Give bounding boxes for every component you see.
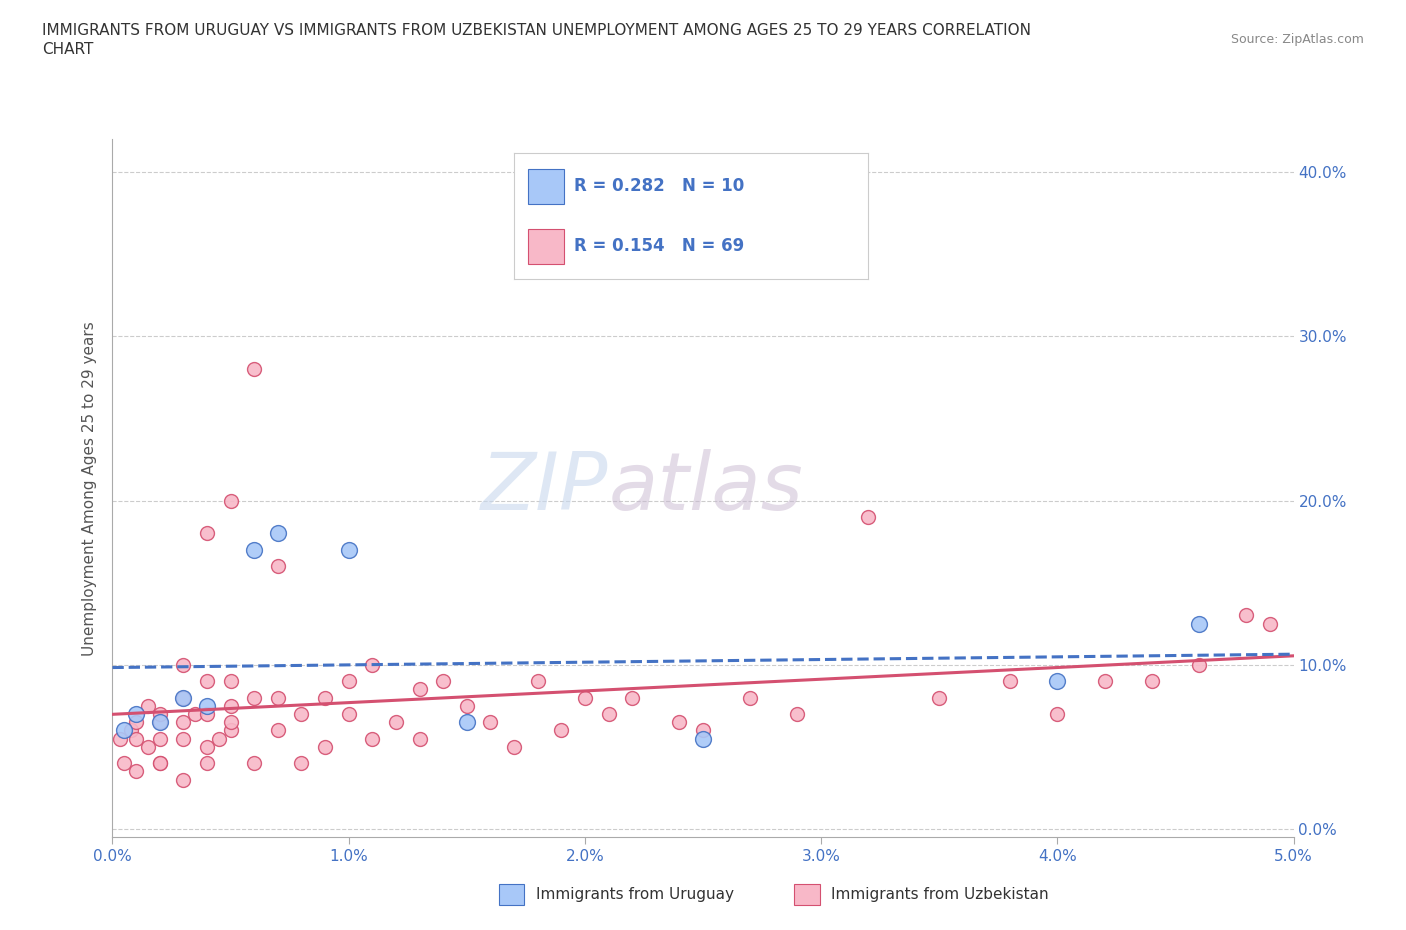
Y-axis label: Unemployment Among Ages 25 to 29 years: Unemployment Among Ages 25 to 29 years <box>82 321 97 656</box>
Point <box>479 714 502 729</box>
Point <box>526 673 548 688</box>
Point <box>998 673 1021 688</box>
Point <box>692 731 714 746</box>
Point <box>149 731 172 746</box>
Point <box>928 690 950 705</box>
Point <box>267 526 290 541</box>
Text: CHART: CHART <box>42 42 94 57</box>
Point <box>385 714 408 729</box>
Point <box>149 756 172 771</box>
Point <box>195 673 218 688</box>
Point <box>219 698 242 713</box>
Point <box>208 731 231 746</box>
Point <box>149 714 172 729</box>
Point <box>1094 673 1116 688</box>
Point <box>668 714 690 729</box>
Point <box>503 739 526 754</box>
Point <box>172 690 194 705</box>
Point <box>337 707 360 722</box>
Point <box>172 690 194 705</box>
Point <box>112 723 135 737</box>
Point <box>1140 673 1163 688</box>
Point <box>243 756 266 771</box>
Point <box>243 542 266 557</box>
Point <box>136 698 159 713</box>
Point <box>290 707 312 722</box>
Point <box>195 707 218 722</box>
Point <box>314 690 336 705</box>
Point <box>621 690 644 705</box>
Point <box>456 698 478 713</box>
Point <box>1258 617 1281 631</box>
Point <box>267 690 290 705</box>
Point <box>858 510 880 525</box>
Point <box>125 714 148 729</box>
Point <box>692 723 714 737</box>
Point <box>243 690 266 705</box>
Text: IMMIGRANTS FROM URUGUAY VS IMMIGRANTS FROM UZBEKISTAN UNEMPLOYMENT AMONG AGES 25: IMMIGRANTS FROM URUGUAY VS IMMIGRANTS FR… <box>42 23 1031 38</box>
Text: Source: ZipAtlas.com: Source: ZipAtlas.com <box>1230 33 1364 46</box>
Point <box>219 723 242 737</box>
Text: Immigrants from Uzbekistan: Immigrants from Uzbekistan <box>831 887 1049 902</box>
Point <box>172 714 194 729</box>
Point <box>337 542 360 557</box>
Point <box>432 673 454 688</box>
Point <box>125 764 148 778</box>
Point <box>219 493 242 508</box>
Point <box>149 756 172 771</box>
Text: ZIP: ZIP <box>481 449 609 527</box>
Point <box>243 362 266 377</box>
Point <box>112 756 135 771</box>
Point <box>125 731 148 746</box>
Point <box>172 658 194 672</box>
Point <box>195 739 218 754</box>
Point <box>184 707 207 722</box>
Point <box>1188 658 1211 672</box>
Point <box>408 682 430 697</box>
Point <box>125 707 148 722</box>
Point <box>290 756 312 771</box>
Point <box>1234 608 1257 623</box>
Point <box>219 673 242 688</box>
Point <box>456 714 478 729</box>
Point <box>108 731 131 746</box>
Text: atlas: atlas <box>609 449 803 527</box>
Point <box>195 756 218 771</box>
Text: Immigrants from Uruguay: Immigrants from Uruguay <box>536 887 734 902</box>
Point <box>786 707 808 722</box>
Point <box>598 707 620 722</box>
Point <box>120 723 142 737</box>
Point <box>1046 673 1069 688</box>
Point <box>172 731 194 746</box>
Point <box>195 698 218 713</box>
Point <box>550 723 572 737</box>
Point <box>136 739 159 754</box>
Point <box>740 690 762 705</box>
Point <box>172 772 194 787</box>
Point <box>361 731 384 746</box>
Point <box>1046 707 1069 722</box>
Point <box>574 690 596 705</box>
Point <box>408 731 430 746</box>
Point <box>361 658 384 672</box>
Point <box>1188 617 1211 631</box>
Point <box>267 723 290 737</box>
Point <box>314 739 336 754</box>
Point <box>149 714 172 729</box>
Point <box>195 526 218 541</box>
Point <box>219 714 242 729</box>
Point <box>337 673 360 688</box>
Point <box>267 559 290 574</box>
Point <box>149 707 172 722</box>
